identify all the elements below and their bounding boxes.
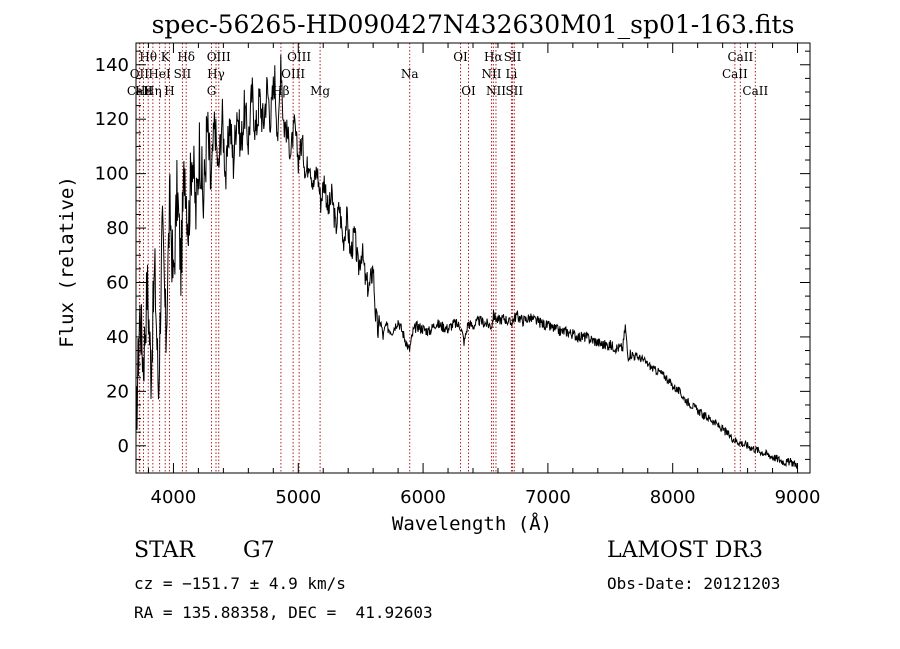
object-class: STAR xyxy=(134,538,195,563)
y-axis-label: Flux (relative) xyxy=(56,176,78,348)
line-label-19: OI xyxy=(461,84,476,98)
line-label-6: Hη xyxy=(144,84,162,98)
y-tick-label-120: 120 xyxy=(95,109,129,130)
line-label-27: CaII xyxy=(722,67,748,81)
spectrum-line xyxy=(135,54,798,469)
observation-date: Obs-Date: 20121203 xyxy=(607,574,781,593)
y-tick-label-80: 80 xyxy=(106,218,129,239)
line-label-11: Hγ xyxy=(207,67,225,81)
y-tick-label-60: 60 xyxy=(106,272,129,293)
line-label-22: NII xyxy=(486,84,506,98)
x-axis: 4000 5000 6000 7000 8000 9000 xyxy=(147,43,821,508)
line-label-0: Hθ xyxy=(139,50,157,64)
y-tick-label-20: 20 xyxy=(106,381,129,402)
x-tick-label-5000: 5000 xyxy=(275,487,321,508)
x-tick-label-6000: 6000 xyxy=(400,487,446,508)
coordinates: RA = 135.88358, DEC = 41.92603 xyxy=(134,603,433,622)
x-tick-label-8000: 8000 xyxy=(650,487,696,508)
line-label-8: H xyxy=(164,84,174,98)
line-label-7: SII xyxy=(174,67,192,81)
x-axis-label: Wavelength (Å) xyxy=(392,512,552,535)
line-label-4: K xyxy=(161,50,171,64)
redshift-cz: cz = −151.7 ± 4.9 km/s xyxy=(134,574,346,593)
line-label-26: CaII xyxy=(727,50,753,64)
line-label-28: CaII xyxy=(742,84,768,98)
x-tick-label-4000: 4000 xyxy=(151,487,197,508)
line-label-2: CaII xyxy=(127,84,153,98)
line-label-17: Na xyxy=(401,67,419,81)
line-label-1: OII xyxy=(130,67,150,81)
line-label-12: G xyxy=(207,84,217,98)
line-label-18: OI xyxy=(453,50,468,64)
line-label-20: Hα xyxy=(484,50,503,64)
line-label-14: OIII xyxy=(287,50,311,64)
plot-frame xyxy=(135,42,811,474)
chart-title: spec-56265-HD090427N432630M01_sp01-163.f… xyxy=(152,10,795,39)
line-label-13: Hβ xyxy=(272,84,289,98)
line-label-9: Hδ xyxy=(177,50,195,64)
line-label-3: Hε xyxy=(135,84,152,98)
survey-name: LAMOST DR3 xyxy=(607,538,763,563)
y-tick-label-40: 40 xyxy=(106,327,129,348)
spectrum-series xyxy=(135,54,798,469)
spectrum-chart: spec-56265-HD090427N432630M01_sp01-163.f… xyxy=(56,10,821,535)
line-label-21: NII xyxy=(481,67,501,81)
y-axis: 0 20 40 60 80 100 120 140 xyxy=(95,50,810,460)
line-label-15: OIII xyxy=(281,67,305,81)
x-tick-label-7000: 7000 xyxy=(525,487,571,508)
spectral-line-markers xyxy=(138,43,756,473)
line-label-24: Li xyxy=(506,67,518,81)
line-label-23: SII xyxy=(504,50,522,64)
y-tick-label-140: 140 xyxy=(95,55,129,76)
x-tick-label-9000: 9000 xyxy=(775,487,821,508)
y-tick-label-0: 0 xyxy=(118,436,129,457)
line-label-5: HeI xyxy=(148,67,171,81)
line-label-16: Mg xyxy=(310,84,330,98)
y-tick-label-100: 100 xyxy=(95,164,129,185)
line-label-25: SII xyxy=(505,84,523,98)
line-label-10: OIII xyxy=(207,50,231,64)
object-subclass: G7 xyxy=(243,538,275,563)
